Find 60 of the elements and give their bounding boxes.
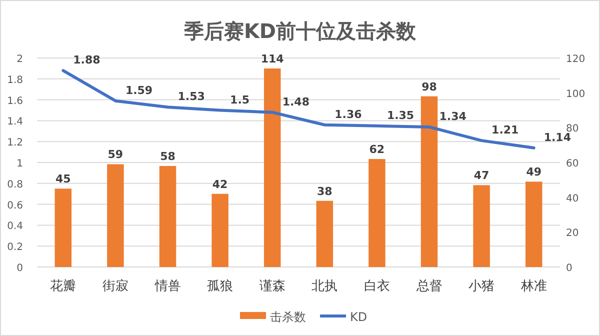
bar: [264, 68, 281, 267]
x-tick-label: 谨森: [259, 279, 286, 294]
data-label: 1.59: [125, 84, 153, 97]
y-tick-label: 0.6: [7, 200, 23, 212]
y-tick-label: 0.4: [7, 221, 23, 232]
y2-tick-label: 0: [566, 263, 572, 274]
x-tick-label: 林准: [520, 279, 547, 294]
data-label: 114: [260, 52, 284, 66]
y-tick-label: 1.6: [7, 96, 23, 107]
x-tick-label: 情兽: [154, 279, 181, 294]
bar: [473, 185, 490, 267]
bar: [420, 96, 438, 267]
x-tick-label: 总督: [415, 279, 442, 294]
y-tick-label: 0.2: [7, 242, 23, 254]
y-tick-label: 1.4: [7, 116, 23, 128]
bar: [107, 164, 124, 267]
data-label: 42: [212, 178, 228, 191]
legend-label: 击杀数: [270, 310, 306, 324]
legend-label: KD: [350, 310, 368, 324]
data-label: 98: [422, 80, 437, 94]
x-tick-label: 花瓣: [50, 278, 76, 294]
x-tick-label: 孤狼: [207, 279, 234, 294]
bar: [368, 159, 386, 267]
y-tick-label: 1: [16, 158, 23, 170]
data-label: 58: [160, 150, 176, 163]
x-tick-label: 北执: [312, 279, 338, 294]
y2-tick-label: 100: [566, 88, 586, 100]
data-label: 1.48: [282, 95, 310, 108]
data-label: 47: [474, 169, 490, 182]
y-tick-label: 2: [16, 54, 23, 65]
data-label: 1.21: [492, 124, 519, 137]
data-label: 1.14: [544, 130, 572, 144]
data-label: 1.35: [386, 108, 414, 122]
bar: [159, 166, 176, 267]
y-tick-label: 1.8: [7, 74, 23, 86]
bar: [54, 188, 72, 267]
x-tick-label: 街寂: [102, 278, 128, 294]
data-label: 49: [526, 166, 542, 179]
x-tick-label: 小猪: [468, 279, 495, 294]
data-label: 59: [108, 148, 124, 162]
x-tick-label: 白衣: [364, 279, 390, 294]
chart-title: 季后赛KD前十位及击杀数: [182, 19, 418, 43]
data-label: 1.36: [334, 108, 362, 121]
y2-tick-label: 60: [566, 158, 579, 170]
y2-tick-label: 20: [566, 228, 579, 240]
y-tick-label: 0.8: [7, 179, 23, 190]
y-tick-label: 0: [16, 263, 23, 274]
bar: [212, 194, 228, 267]
y2-tick-label: 120: [566, 54, 586, 65]
data-label: 38: [316, 184, 332, 198]
y-tick-label: 1.2: [7, 138, 23, 149]
bar: [316, 200, 334, 267]
data-label: 62: [369, 143, 385, 156]
bar: [525, 182, 542, 267]
data-label: 1.88: [73, 54, 100, 67]
data-label: 45: [55, 172, 71, 186]
y2-tick-label: 40: [566, 193, 579, 204]
data-label: 1.53: [178, 90, 205, 104]
data-label: 1.34: [439, 110, 467, 123]
data-label: 1.5: [230, 93, 250, 106]
